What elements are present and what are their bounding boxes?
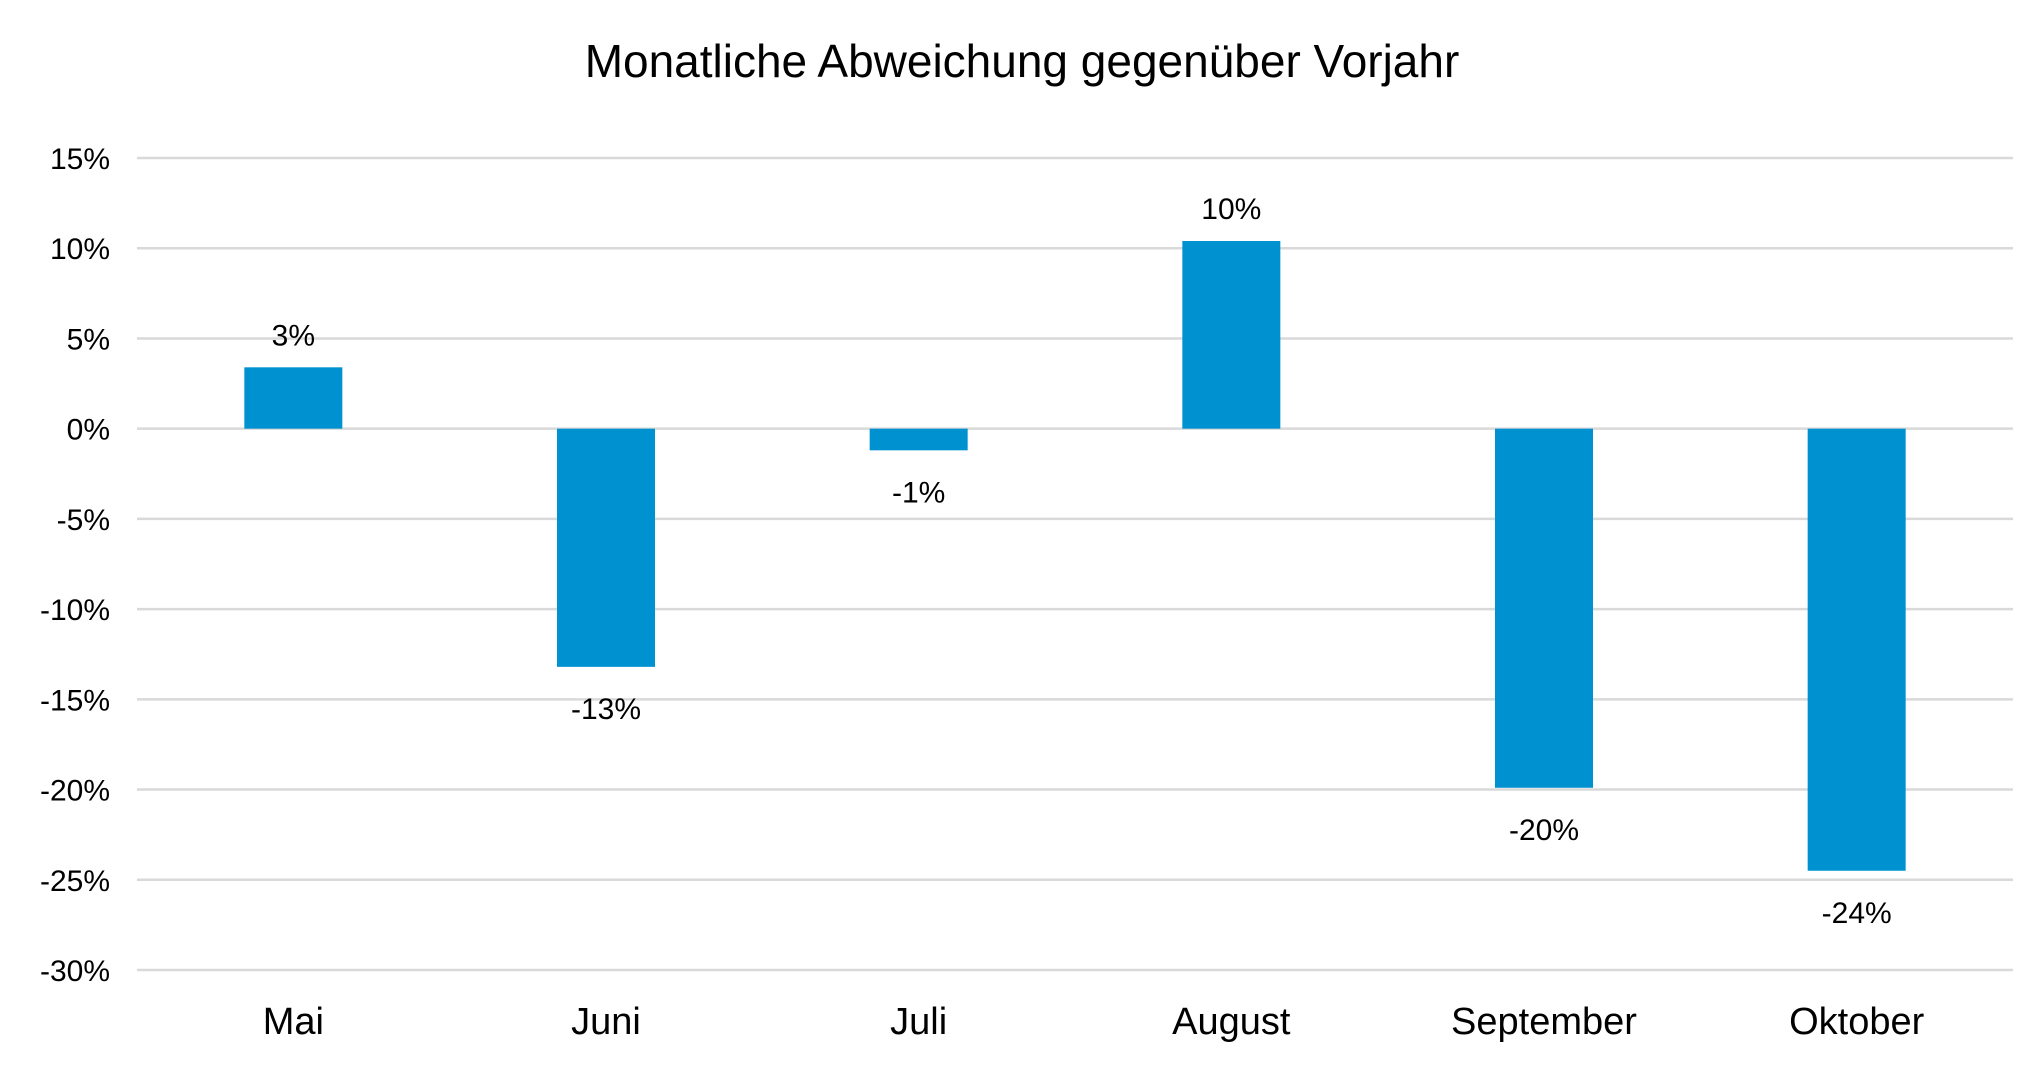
x-tick-label-mai: Mai [263,1001,324,1043]
bars [244,241,1906,871]
y-tick-label: -20% [40,775,110,808]
bar-mai [244,367,343,429]
y-tick-label: -30% [40,955,110,988]
x-tick-label-juni: Juni [571,1001,641,1043]
data-label-september: -20% [1509,814,1579,847]
y-tick-label: 0% [67,414,110,447]
bar-august [1182,241,1281,429]
chart-title: Monatliche Abweichung gegenüber Vorjahr [585,35,1460,87]
y-tick-label: 15% [50,143,110,176]
bar-juli [869,428,968,451]
data-label-mai: 3% [272,319,315,352]
y-tick-label: -10% [40,594,110,627]
data-label-oktober: -24% [1822,897,1892,930]
data-label-august: 10% [1201,193,1261,226]
x-tick-label-oktober: Oktober [1789,1001,1925,1043]
y-tick-label: -5% [57,504,110,537]
x-tick-label-juli: Juli [890,1001,947,1043]
bar-juni [557,428,655,667]
data-label-juni: -13% [571,693,641,726]
x-tick-label-september: September [1451,1001,1637,1043]
y-axis-tick-labels: 15% 10% 5% 0% -5% -10% -15% -20% -25% -30% [40,143,110,988]
y-tick-label: -25% [40,865,110,898]
bar-september [1495,428,1593,788]
x-axis-category-labels: Mai Juni Juli August September Oktober [263,1001,1925,1043]
y-tick-label: -15% [40,684,110,717]
data-label-juli: -1% [892,476,945,509]
data-labels: 3% -13% -1% 10% -20% -24% [272,193,1892,930]
x-tick-label-august: August [1172,1001,1291,1043]
gridlines [137,156,2013,972]
bar-oktober [1807,428,1906,871]
y-tick-label: 5% [67,323,110,356]
y-tick-label: 10% [50,233,110,266]
